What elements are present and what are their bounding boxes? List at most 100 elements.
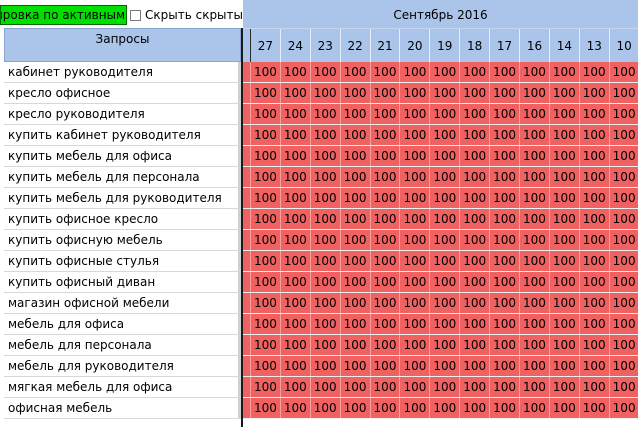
value-cell[interactable]: 100 [550, 293, 580, 313]
value-cell[interactable]: 100 [580, 377, 610, 397]
query-row[interactable]: кабинет руководителя [4, 62, 241, 83]
value-cell[interactable]: 100 [251, 314, 281, 334]
value-cell[interactable]: 100 [400, 230, 431, 250]
query-row[interactable]: купить мебель для руководителя [4, 188, 241, 209]
value-cell[interactable]: 100 [580, 335, 610, 355]
query-row[interactable]: офисная мебель [4, 398, 241, 419]
value-cell[interactable]: 100 [550, 209, 580, 229]
value-cell[interactable]: 100 [251, 83, 281, 103]
value-cell[interactable]: 100 [371, 209, 401, 229]
value-cell[interactable]: 100 [520, 356, 550, 376]
value-cell[interactable]: 100 [460, 167, 491, 187]
value-cell[interactable]: 100 [281, 167, 311, 187]
value-cell[interactable]: 100 [610, 125, 638, 145]
value-cell[interactable]: 100 [341, 335, 371, 355]
value-cell[interactable]: 100 [580, 188, 610, 208]
value-cell[interactable]: 100 [520, 146, 550, 166]
value-cell[interactable]: 100 [311, 167, 341, 187]
value-cell[interactable]: 100 [281, 104, 311, 124]
value-cell[interactable]: 100 [610, 104, 638, 124]
value-cell[interactable]: 100 [311, 335, 341, 355]
value-cell[interactable]: 100 [341, 125, 371, 145]
value-cell[interactable]: 100 [371, 251, 401, 271]
value-cell[interactable]: 100 [580, 167, 610, 187]
value-cell[interactable]: 100 [430, 62, 461, 82]
value-cell[interactable]: 100 [311, 146, 341, 166]
value-cell[interactable]: 100 [251, 104, 281, 124]
value-cell[interactable]: 100 [580, 272, 610, 292]
value-cell[interactable]: 100 [520, 188, 550, 208]
value-cell[interactable]: 100 [580, 293, 610, 313]
query-row[interactable]: купить кабинет руководителя [4, 125, 241, 146]
value-cell[interactable]: 100 [281, 62, 311, 82]
value-cell[interactable]: 100 [430, 314, 461, 334]
query-row[interactable]: кресло офисное [4, 83, 241, 104]
value-cell[interactable]: 100 [281, 377, 311, 397]
queries-column-header[interactable]: Запросы [4, 28, 241, 62]
value-cell[interactable]: 100 [400, 293, 431, 313]
value-cell[interactable]: 100 [520, 230, 550, 250]
day-header[interactable]: 23 [311, 29, 341, 63]
value-cell[interactable]: 100 [311, 398, 341, 418]
value-cell[interactable]: 100 [580, 230, 610, 250]
value-cell[interactable]: 100 [520, 272, 550, 292]
value-cell[interactable]: 100 [610, 251, 638, 271]
value-cell[interactable]: 100 [251, 377, 281, 397]
value-cell[interactable]: 100 [371, 230, 401, 250]
value-cell[interactable]: 100 [520, 104, 550, 124]
value-cell[interactable]: 100 [460, 377, 491, 397]
value-cell[interactable]: 100 [430, 377, 461, 397]
value-cell[interactable]: 100 [610, 398, 638, 418]
value-cell[interactable]: 100 [550, 83, 580, 103]
value-cell[interactable]: 100 [460, 272, 491, 292]
value-cell[interactable]: 100 [371, 356, 401, 376]
value-cell[interactable]: 100 [430, 146, 461, 166]
value-cell[interactable]: 100 [550, 188, 580, 208]
value-cell[interactable]: 100 [311, 377, 341, 397]
value-cell[interactable]: 100 [341, 230, 371, 250]
value-cell[interactable]: 100 [430, 398, 461, 418]
query-row[interactable]: мебель для персонала [4, 335, 241, 356]
value-cell[interactable]: 100 [400, 104, 431, 124]
value-cell[interactable]: 100 [550, 125, 580, 145]
value-cell[interactable]: 100 [371, 314, 401, 334]
query-row[interactable]: купить мебель для персонала [4, 167, 241, 188]
value-cell[interactable]: 100 [490, 272, 521, 292]
value-cell[interactable]: 100 [371, 83, 401, 103]
value-cell[interactable]: 100 [550, 335, 580, 355]
value-cell[interactable]: 100 [490, 167, 521, 187]
value-cell[interactable]: 100 [400, 146, 431, 166]
value-cell[interactable]: 100 [520, 398, 550, 418]
value-cell[interactable]: 100 [371, 146, 401, 166]
value-cell[interactable]: 100 [610, 62, 638, 82]
value-cell[interactable]: 100 [341, 146, 371, 166]
value-cell[interactable]: 100 [460, 209, 491, 229]
value-cell[interactable]: 100 [550, 167, 580, 187]
value-cell[interactable]: 100 [311, 293, 341, 313]
value-cell[interactable]: 100 [490, 188, 521, 208]
value-cell[interactable]: 100 [281, 251, 311, 271]
value-cell[interactable]: 100 [400, 83, 431, 103]
query-row[interactable]: купить офисную мебель [4, 230, 241, 251]
value-cell[interactable]: 100 [610, 188, 638, 208]
day-header[interactable]: 20 [400, 29, 431, 63]
value-cell[interactable]: 100 [580, 83, 610, 103]
value-cell[interactable]: 100 [490, 314, 521, 334]
day-header[interactable]: 13 [580, 29, 610, 63]
value-cell[interactable]: 100 [460, 146, 491, 166]
value-cell[interactable]: 100 [430, 335, 461, 355]
value-cell[interactable]: 100 [341, 293, 371, 313]
value-cell[interactable]: 100 [550, 104, 580, 124]
value-cell[interactable]: 100 [311, 104, 341, 124]
value-cell[interactable]: 100 [520, 125, 550, 145]
value-cell[interactable]: 100 [520, 83, 550, 103]
value-cell[interactable]: 100 [400, 377, 431, 397]
value-cell[interactable]: 100 [281, 209, 311, 229]
value-cell[interactable]: 100 [550, 398, 580, 418]
value-cell[interactable]: 100 [311, 83, 341, 103]
value-cell[interactable]: 100 [251, 251, 281, 271]
value-cell[interactable]: 100 [341, 398, 371, 418]
value-cell[interactable]: 100 [311, 209, 341, 229]
value-cell[interactable]: 100 [341, 251, 371, 271]
value-cell[interactable]: 100 [490, 293, 521, 313]
